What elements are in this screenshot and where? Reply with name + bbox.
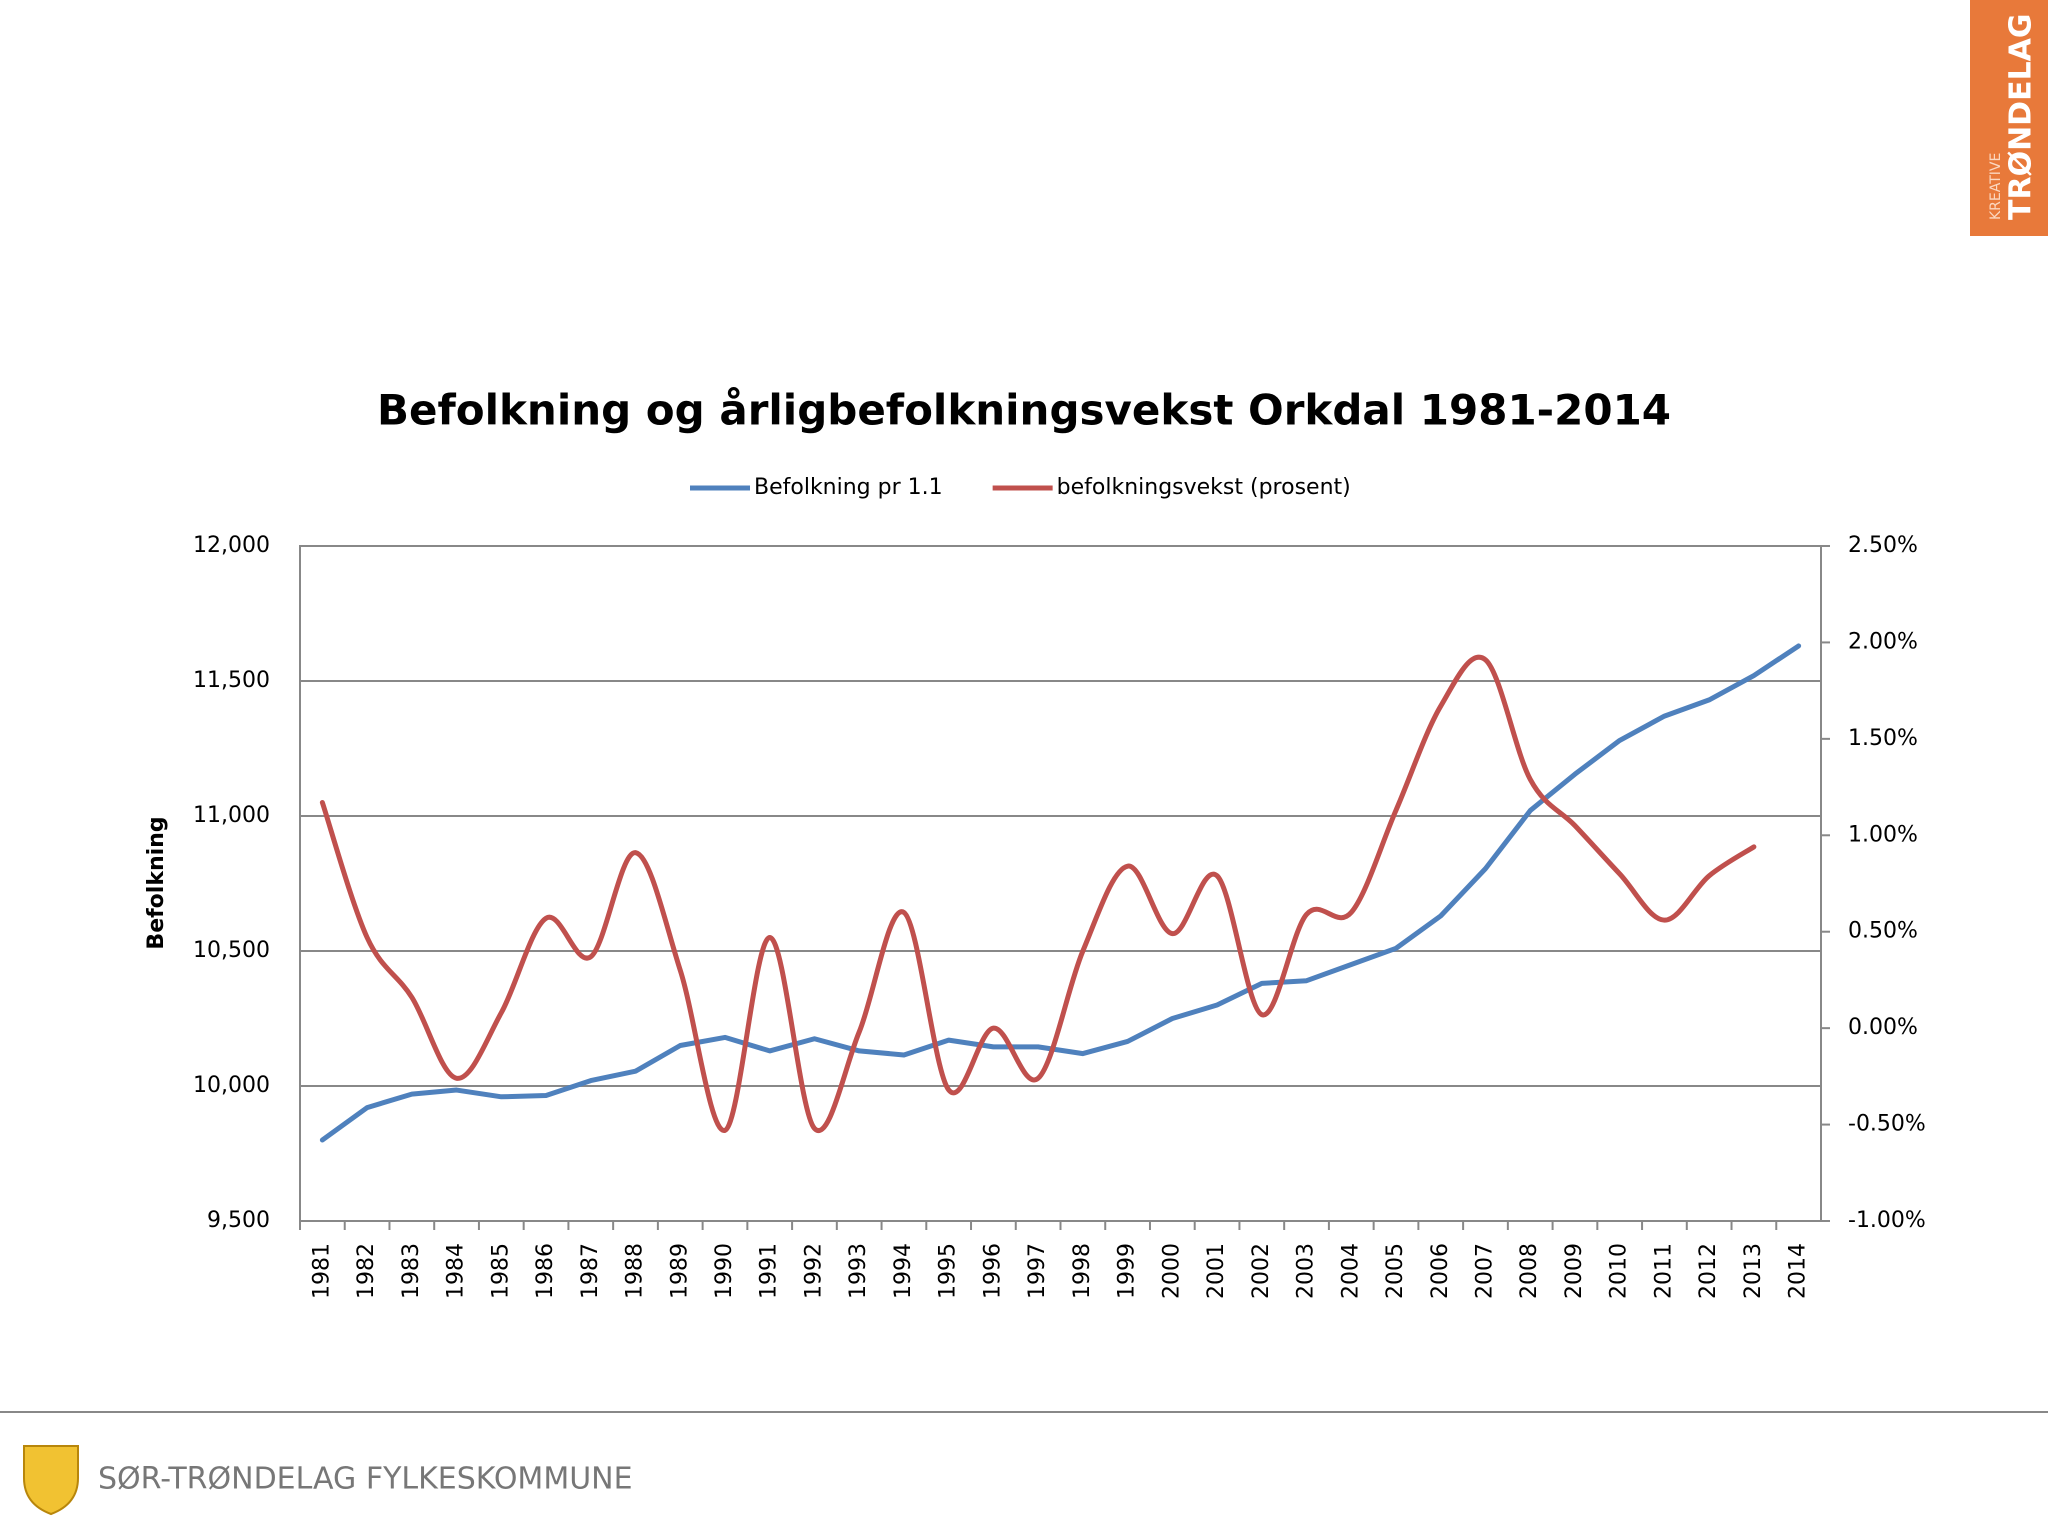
x-tick-label: 1984 bbox=[444, 1243, 469, 1299]
y-tick-label: 10,500 bbox=[193, 938, 270, 963]
x-tick-label: 2007 bbox=[1472, 1243, 1497, 1299]
y-tick-label: 9,500 bbox=[207, 1208, 270, 1233]
y2-tick-label: -1.00% bbox=[1848, 1208, 1926, 1233]
x-tick-label: 2006 bbox=[1428, 1243, 1453, 1299]
y2-tick-label: 2.00% bbox=[1848, 629, 1918, 654]
x-tick-label: 1986 bbox=[533, 1243, 558, 1299]
x-tick-label: 2005 bbox=[1383, 1243, 1408, 1299]
x-tick-label: 2008 bbox=[1517, 1243, 1542, 1299]
data-line bbox=[319, 643, 1802, 1143]
y2-tick-label: 1.00% bbox=[1848, 822, 1918, 847]
footer-logo bbox=[23, 1445, 79, 1516]
y-tick-label: 11,000 bbox=[193, 803, 270, 828]
x-tick-label: 1997 bbox=[1025, 1243, 1050, 1299]
x-tick-label: 2009 bbox=[1562, 1243, 1587, 1299]
x-tick-label: 2000 bbox=[1159, 1243, 1184, 1299]
x-tick-label: 1987 bbox=[578, 1243, 603, 1299]
x-tick-label: 1991 bbox=[757, 1243, 782, 1299]
y-axis-label: Befolkning bbox=[144, 816, 169, 949]
x-tick-label: 1985 bbox=[488, 1243, 513, 1299]
y-tick-label: 12,000 bbox=[193, 533, 270, 558]
y2-tick-label: -0.50% bbox=[1848, 1112, 1926, 1137]
x-tick-label: 2002 bbox=[1249, 1243, 1274, 1299]
x-tick-label: 1996 bbox=[980, 1243, 1005, 1299]
x-tick-label: 1983 bbox=[399, 1243, 424, 1299]
x-tick-label: 1981 bbox=[309, 1243, 334, 1299]
x-tick-label: 1999 bbox=[1115, 1243, 1140, 1299]
chart-title: Befolkning og årligbefolkningsvekst Orkd… bbox=[377, 386, 1671, 435]
y2-tick-label: 0.50% bbox=[1848, 919, 1918, 944]
data-line bbox=[319, 654, 1757, 1134]
legend-label: befolkningsvekst (prosent) bbox=[1057, 475, 1351, 500]
y2-tick-label: 0.00% bbox=[1848, 1015, 1918, 1040]
x-tick-label: 2014 bbox=[1786, 1243, 1811, 1299]
x-tick-label: 1989 bbox=[667, 1243, 692, 1299]
x-tick-label: 1992 bbox=[801, 1243, 826, 1299]
x-tick-label: 2004 bbox=[1338, 1243, 1363, 1299]
y-tick-label: 11,500 bbox=[193, 668, 270, 693]
x-tick-label: 1994 bbox=[891, 1243, 916, 1299]
x-tick-label: 1990 bbox=[712, 1243, 737, 1299]
x-tick-label: 2011 bbox=[1651, 1243, 1676, 1299]
x-tick-label: 1982 bbox=[354, 1243, 379, 1299]
badge bbox=[1970, 0, 2048, 236]
y2-tick-label: 1.50% bbox=[1848, 726, 1918, 751]
x-tick-label: 1988 bbox=[623, 1243, 648, 1299]
x-tick-label: 1998 bbox=[1070, 1243, 1095, 1299]
badge-small: KREATIVE bbox=[1988, 153, 2004, 220]
x-tick-label: 2013 bbox=[1741, 1243, 1766, 1299]
x-tick-label: 1993 bbox=[846, 1243, 871, 1299]
x-tick-label: 1995 bbox=[936, 1243, 961, 1299]
footer-text: SØR-TRØNDELAG FYLKESKOMMUNE bbox=[98, 1462, 633, 1497]
y2-tick-label: 2.50% bbox=[1848, 533, 1918, 558]
x-tick-label: 2010 bbox=[1607, 1243, 1632, 1299]
x-tick-label: 2012 bbox=[1696, 1243, 1721, 1299]
y-tick-label: 10,000 bbox=[193, 1073, 270, 1098]
x-tick-label: 2003 bbox=[1294, 1243, 1319, 1299]
legend-label: Befolkning pr 1.1 bbox=[754, 475, 943, 500]
x-tick-label: 2001 bbox=[1204, 1243, 1229, 1299]
badge-large: TRØNDELAG bbox=[2004, 13, 2039, 220]
